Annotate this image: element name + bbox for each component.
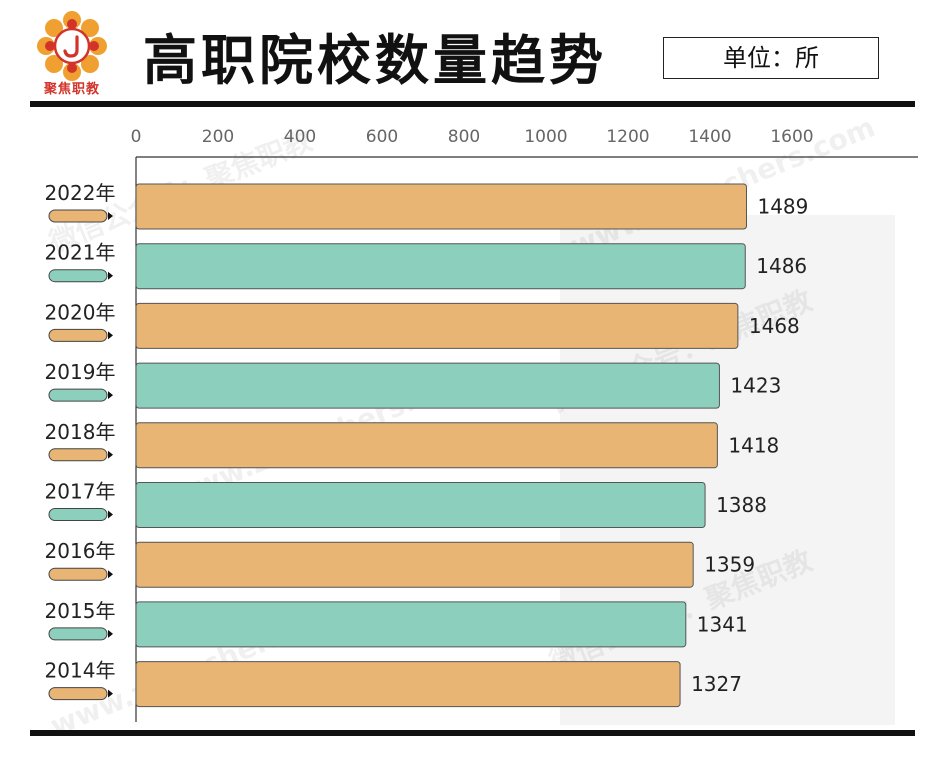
x-tick-label: 1600 xyxy=(770,127,813,147)
category-arrow xyxy=(108,510,113,519)
y-tick-label: 2015年 xyxy=(45,599,116,623)
data-label: 1341 xyxy=(697,612,748,636)
category-arrow xyxy=(108,331,113,340)
data-label: 1327 xyxy=(691,672,742,696)
category-tag xyxy=(48,567,108,581)
category-arrow xyxy=(108,570,113,579)
top-rule xyxy=(30,101,915,107)
x-tick-label: 0 xyxy=(131,127,142,147)
logo-icon xyxy=(37,11,107,81)
x-tick-label: 200 xyxy=(202,127,234,147)
y-tick-label: 2014年 xyxy=(45,659,116,683)
x-tick-label: 1400 xyxy=(688,127,731,147)
y-tick-label: 2022年 xyxy=(45,181,116,205)
x-tick-label: 1000 xyxy=(524,127,567,147)
category-tag xyxy=(48,448,108,462)
bar xyxy=(135,422,718,469)
category-tag xyxy=(48,687,108,701)
category-arrow xyxy=(108,391,113,400)
category-tag xyxy=(48,269,108,283)
data-label: 1418 xyxy=(728,433,779,457)
y-tick-label: 2019年 xyxy=(45,360,116,384)
data-label: 1468 xyxy=(749,314,800,338)
bar xyxy=(135,661,681,708)
y-tick-label: 2017年 xyxy=(45,480,116,504)
bar xyxy=(135,482,706,528)
x-tick-label: 600 xyxy=(366,127,398,147)
data-label: 1388 xyxy=(716,493,767,517)
category-tag xyxy=(48,209,108,223)
page-title: 高职院校数量趋势 xyxy=(143,29,607,92)
bar xyxy=(135,362,720,409)
bottom-rule xyxy=(30,730,915,736)
category-tag xyxy=(48,328,108,342)
y-tick-label: 2021年 xyxy=(45,241,116,265)
data-label: 1489 xyxy=(757,195,808,219)
bar xyxy=(135,183,747,230)
bar xyxy=(135,601,687,648)
category-tag xyxy=(48,388,108,402)
bar xyxy=(135,541,694,588)
data-label: 1423 xyxy=(730,374,781,398)
bar xyxy=(135,243,746,290)
category-arrow xyxy=(108,212,113,220)
x-tick-label: 1200 xyxy=(606,127,649,147)
data-label: 1486 xyxy=(756,254,807,278)
category-arrow xyxy=(108,271,113,280)
category-tag xyxy=(48,508,108,521)
x-tick-label: 800 xyxy=(448,127,480,147)
x-tick-label: 400 xyxy=(284,127,316,147)
category-arrow xyxy=(108,450,113,459)
y-tick-label: 2016年 xyxy=(45,539,116,563)
logo-text: 聚焦职教 xyxy=(43,82,100,97)
category-tag xyxy=(48,627,108,641)
category-arrow xyxy=(108,629,113,638)
y-tick-label: 2018年 xyxy=(45,420,116,444)
unit-label: 单位：所 xyxy=(663,37,879,79)
category-arrow xyxy=(108,689,113,698)
y-tick-label: 2020年 xyxy=(45,300,116,324)
bar xyxy=(135,302,739,349)
data-label: 1359 xyxy=(704,553,755,577)
